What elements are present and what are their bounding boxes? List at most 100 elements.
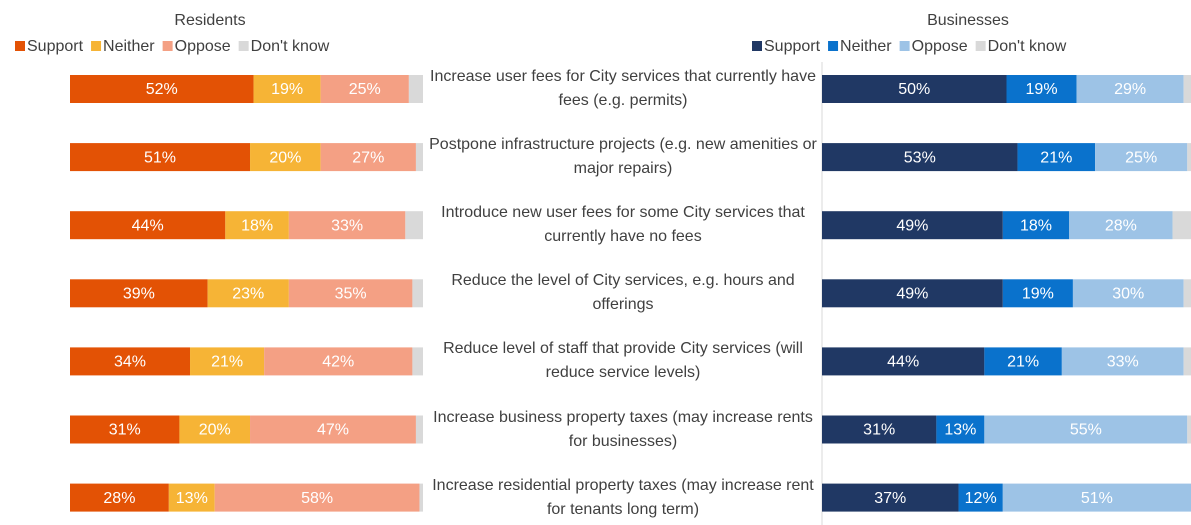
legend-swatch [15,41,25,51]
data-label: 29% [1114,81,1146,98]
bar-segment [822,415,937,444]
data-label: 33% [331,217,363,234]
bar-segment [250,415,416,444]
bar-segment [70,415,180,444]
bar-segment [179,415,251,444]
data-label: 33% [1107,354,1139,371]
bar-segment [70,75,254,103]
category-label: Increase residential property taxes (may… [432,476,814,518]
bar-segment [320,143,416,172]
bar-segment [405,211,423,240]
bar-segment [936,415,985,444]
bar-segment [412,279,423,308]
data-label: 13% [944,422,976,439]
legend-swatch [975,41,986,51]
data-label: 28% [1105,217,1137,234]
data-label: 34% [114,354,146,371]
data-label: 30% [1112,286,1144,303]
bar-segment [1076,75,1184,103]
data-label: 52% [146,81,178,98]
data-label: 44% [132,217,164,234]
legend-label: Support [764,38,821,55]
legend-label: Oppose [912,38,968,55]
bar-segment [822,75,1007,103]
bar-segment [1095,143,1188,172]
bar-segment [70,483,169,512]
bar-segment [984,347,1062,376]
data-label: 13% [176,490,208,507]
bar-segment [288,279,413,308]
legend-swatch [752,41,762,51]
legend-title: Residents [174,12,245,29]
bar-segment [958,483,1003,512]
bar-segment [207,279,289,308]
bar-segment [225,211,289,240]
legend-swatch [238,41,249,51]
data-label: 53% [904,149,936,166]
legend-label: Neither [840,38,892,55]
bar-segment [250,143,321,172]
bar-segment [70,211,226,240]
category-label: Increase business property taxes (may in… [433,408,813,450]
bar-segment [984,415,1188,444]
bar-segment [822,347,985,376]
legend-swatch [162,41,173,51]
data-label: 19% [1022,286,1054,303]
data-label: 31% [863,422,895,439]
bar-segment [1002,279,1073,308]
category-label: Postpone infrastructure projects (e.g. n… [429,136,817,178]
data-label: 21% [1007,354,1039,371]
bar-segment [419,483,423,512]
data-label: 47% [317,422,349,439]
bar-segment [1069,211,1173,240]
bar-segment [1072,279,1184,308]
bar-segment [1006,75,1077,103]
data-label: 20% [269,149,301,166]
data-label: 49% [896,217,928,234]
legend-label: Don't know [251,38,330,55]
data-label: 31% [109,422,141,439]
data-label: 50% [898,81,930,98]
bar-segment [320,75,409,103]
data-label: 42% [322,354,354,371]
category-label: Reduce level of staff that provide City … [443,340,803,382]
bar-segment [288,211,406,240]
legend-swatch [91,41,102,51]
data-label: 25% [349,81,381,98]
category-label: Reduce the level of City services, e.g. … [451,272,795,314]
bar-segment [168,483,215,512]
bar-segment [1002,483,1191,512]
data-label: 27% [352,149,384,166]
bar-segment [1002,211,1070,240]
bar-segment [1183,347,1191,376]
data-label: 51% [1081,490,1113,507]
legend-swatch [899,41,910,51]
category-label: Introduce new user fees for some City se… [441,204,805,246]
data-label: 51% [144,149,176,166]
data-label: 25% [1125,149,1157,166]
bar-segment [822,279,1003,308]
bar-segment [1017,143,1096,172]
bar-segment [1187,143,1191,172]
data-label: 58% [301,490,333,507]
bar-segment [70,279,208,308]
bar-segment [214,483,420,512]
data-label: 18% [1020,217,1052,234]
data-label: 23% [232,286,264,303]
bar-segment [264,347,413,376]
data-label: 21% [211,354,243,371]
bar-segment [1061,347,1184,376]
data-label: 28% [103,490,135,507]
bar-segment [70,347,191,376]
bar-segment [253,75,321,103]
data-label: 49% [896,286,928,303]
data-label: 21% [1040,149,1072,166]
category-label: Increase user fees for City services tha… [430,68,816,109]
legend-label: Oppose [175,38,231,55]
legend-label: Neither [103,38,155,55]
bar-segment [412,347,423,376]
bar-segment [1183,75,1191,103]
data-label: 19% [271,81,303,98]
